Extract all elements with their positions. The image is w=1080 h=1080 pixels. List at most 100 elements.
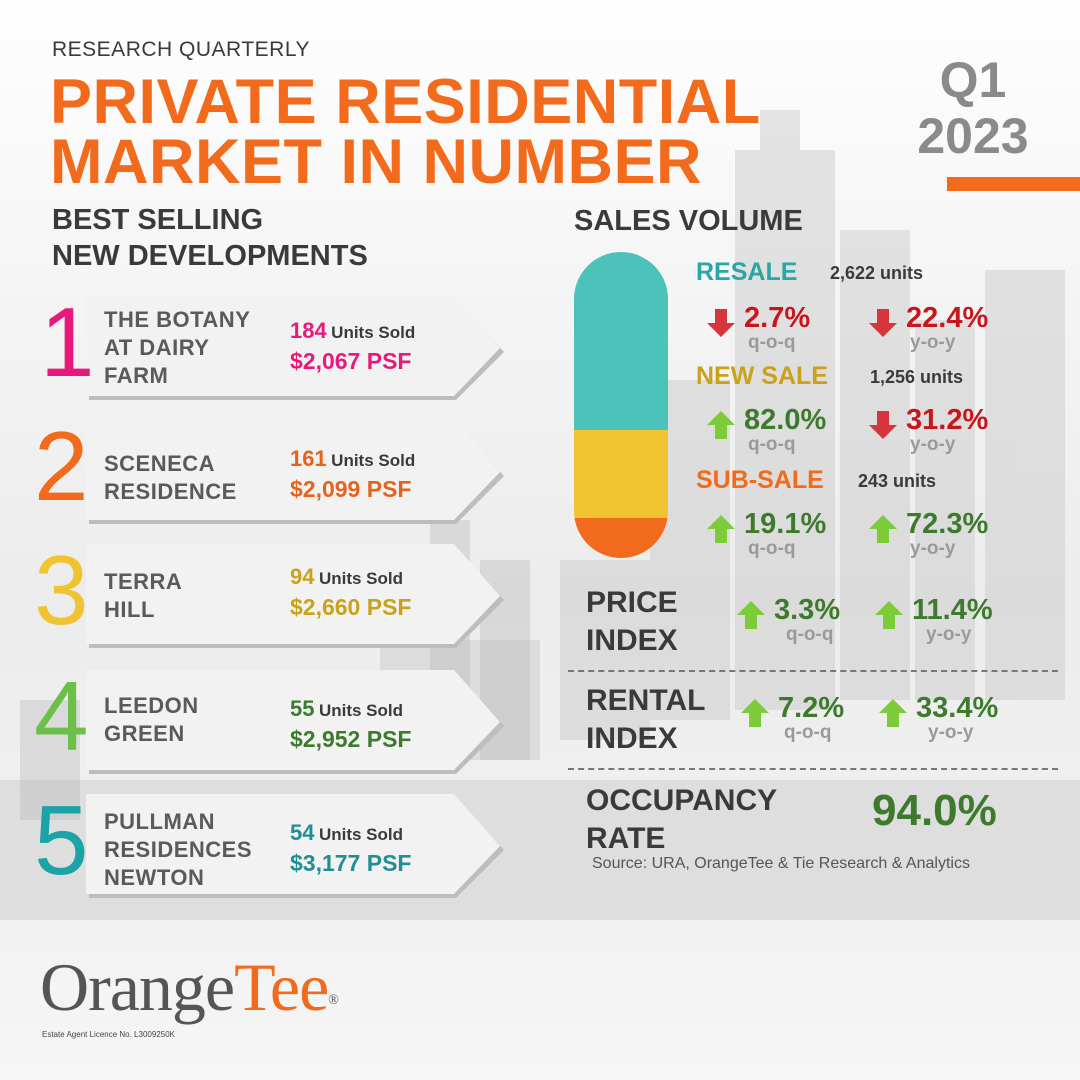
resale-units: 2,622 units <box>830 263 924 283</box>
price-index-yoy-up-arrow-icon <box>875 601 903 629</box>
development-name-line: FARM <box>104 363 169 388</box>
occupancy-label-line-2: RATE <box>586 822 666 855</box>
resale-qoq-down-arrow-icon-shape <box>707 309 735 337</box>
units-sold: 55 Units Sold <box>290 696 403 722</box>
logo-part-2: Tee <box>234 949 329 1025</box>
units-sold-label: Units Sold <box>318 569 403 588</box>
rental-index-yoy-up-arrow-icon-shape <box>879 699 907 727</box>
units-sold-value: 54 <box>290 820 315 845</box>
sub_sale-qoq-up-arrow-icon <box>707 515 735 543</box>
orangetee-logo: OrangeTee® <box>40 948 339 1027</box>
price-psf: $2,660 PSF <box>290 594 412 620</box>
development-name-line: AT DAIRY <box>104 335 210 360</box>
units-sold-value: 55 <box>290 696 315 721</box>
occupancy-label-line-1: OCCUPANCY <box>586 784 778 817</box>
rank-number: 5 <box>34 785 89 895</box>
rental-index-qoq-up-arrow-icon <box>741 699 769 727</box>
rental-index-yoy-up-arrow-icon <box>879 699 907 727</box>
new_sale-yoy-down-arrow-icon <box>869 411 897 439</box>
price-index-yoy-up-arrow-icon-shape <box>875 601 903 629</box>
resale-yoy-value: 22.4% <box>906 302 989 334</box>
price-psf: $3,177 PSF <box>290 850 412 876</box>
quarter-badge: Q1 2023 <box>908 52 1038 164</box>
ranking-card-body <box>86 544 500 644</box>
new_sale-qoq-value: 82.0% <box>744 404 827 436</box>
development-name: THE BOTANY AT DAIRY FARM <box>104 306 250 390</box>
price-psf: $2,067 PSF <box>290 348 412 374</box>
units-sold-label: Units Sold <box>318 825 403 844</box>
development-name-line: TERRA <box>104 569 183 594</box>
ranking-card-body <box>86 670 500 770</box>
new_sale-yoy-down-arrow-icon-shape <box>869 411 897 439</box>
price-index-qoq-label: q-o-q <box>786 624 834 645</box>
price-index-label: PRICE INDEX <box>586 584 678 660</box>
rank-number: 1 <box>40 287 95 397</box>
development-name-line: THE BOTANY <box>104 307 251 332</box>
sales-volume-bar <box>574 252 668 558</box>
ranking-card: TERRA HILL 94 Units Sold $2,660 PSF <box>86 544 506 648</box>
price-index-qoq-up-arrow-icon <box>737 601 765 629</box>
sub_sale-yoy-up-arrow-icon-shape <box>869 515 897 543</box>
development-name-line: GREEN <box>104 721 185 746</box>
resale-qoq-value: 2.7% <box>744 302 811 334</box>
new_sale-yoy-value: 31.2% <box>906 404 989 436</box>
ranking-card-shape <box>86 670 504 774</box>
price-index-yoy-label: y-o-y <box>926 624 972 645</box>
sub_sale-yoy-value: 72.3% <box>906 508 989 540</box>
price-index-qoq-up-arrow-icon-shape <box>737 601 765 629</box>
new_sale-qoq-up-arrow-icon-shape <box>707 411 735 439</box>
resale-segment <box>574 252 668 430</box>
sales-volume-title: SALES VOLUME <box>574 205 803 237</box>
occupancy-value: 94.0% <box>872 786 997 835</box>
development-name-line: RESIDENCES <box>104 837 253 862</box>
development-name-line: LEEDON <box>104 693 199 718</box>
rental-index-qoq-value: 7.2% <box>778 692 845 724</box>
new-sale-segment <box>574 430 668 518</box>
title-line-1: PRIVATE RESIDENTIAL <box>50 67 761 137</box>
kicker: RESEARCH QUARTERLY <box>52 38 310 61</box>
licence-number: Estate Agent Licence No. L3009250K <box>42 1030 175 1039</box>
price-psf: $2,099 PSF <box>290 476 412 502</box>
occupancy-label: OCCUPANCY RATE <box>586 782 777 858</box>
units-sold: 94 Units Sold <box>290 564 403 590</box>
units-sold-label: Units Sold <box>318 701 403 720</box>
new_sale-qoq-up-arrow-icon <box>707 411 735 439</box>
units-sold-value: 161 <box>290 446 327 471</box>
development-name-line: SCENECA <box>104 451 216 476</box>
new_sale-qoq-label: q-o-q <box>748 434 796 455</box>
best-selling-title: BEST SELLING NEW DEVELOPMENTS <box>52 202 368 274</box>
price-index-qoq-value: 3.3% <box>774 594 841 626</box>
rental-index-label-line-1: RENTAL <box>586 684 706 717</box>
ranking-card-shape <box>86 544 504 648</box>
resale-label: RESALE <box>696 258 798 286</box>
rental-index-label: RENTAL INDEX <box>586 682 705 758</box>
resale-qoq-label: q-o-q <box>748 332 796 353</box>
ranking-card-body <box>86 420 500 520</box>
new_sale-units: 1,256 units <box>870 367 964 387</box>
rental-index-qoq-up-arrow-icon-shape <box>741 699 769 727</box>
rental-index-qoq-label: q-o-q <box>784 722 832 743</box>
rental-index-yoy-label: y-o-y <box>928 722 974 743</box>
quarter: Q1 <box>939 52 1007 108</box>
ranking-card-body <box>86 296 500 396</box>
best-selling-title-line-1: BEST SELLING <box>52 204 264 236</box>
development-name: PULLMAN RESIDENCES NEWTON <box>104 808 252 892</box>
sub_sale-qoq-label: q-o-q <box>748 538 796 559</box>
units-sold: 161 Units Sold <box>290 446 415 472</box>
development-name: SCENECA RESIDENCE <box>104 450 237 506</box>
rental-index-yoy-value: 33.4% <box>916 692 999 724</box>
new_sale-yoy-label: y-o-y <box>910 434 956 455</box>
resale-yoy-down-arrow-icon-shape <box>869 309 897 337</box>
sub_sale-qoq-value: 19.1% <box>744 508 827 540</box>
accent-bar <box>947 177 1080 191</box>
ranking-card: SCENECA RESIDENCE 161 Units Sold $2,099 PSF <box>86 420 506 524</box>
sub_sale-yoy-label: y-o-y <box>910 538 956 559</box>
development-name: TERRA HILL <box>104 568 182 624</box>
divider <box>568 670 1058 672</box>
rank-number: 3 <box>34 535 89 645</box>
rental-index-label-line-2: INDEX <box>586 722 678 755</box>
units-sold-label: Units Sold <box>331 451 416 470</box>
year: 2023 <box>917 108 1029 164</box>
units-sold-value: 94 <box>290 564 315 589</box>
